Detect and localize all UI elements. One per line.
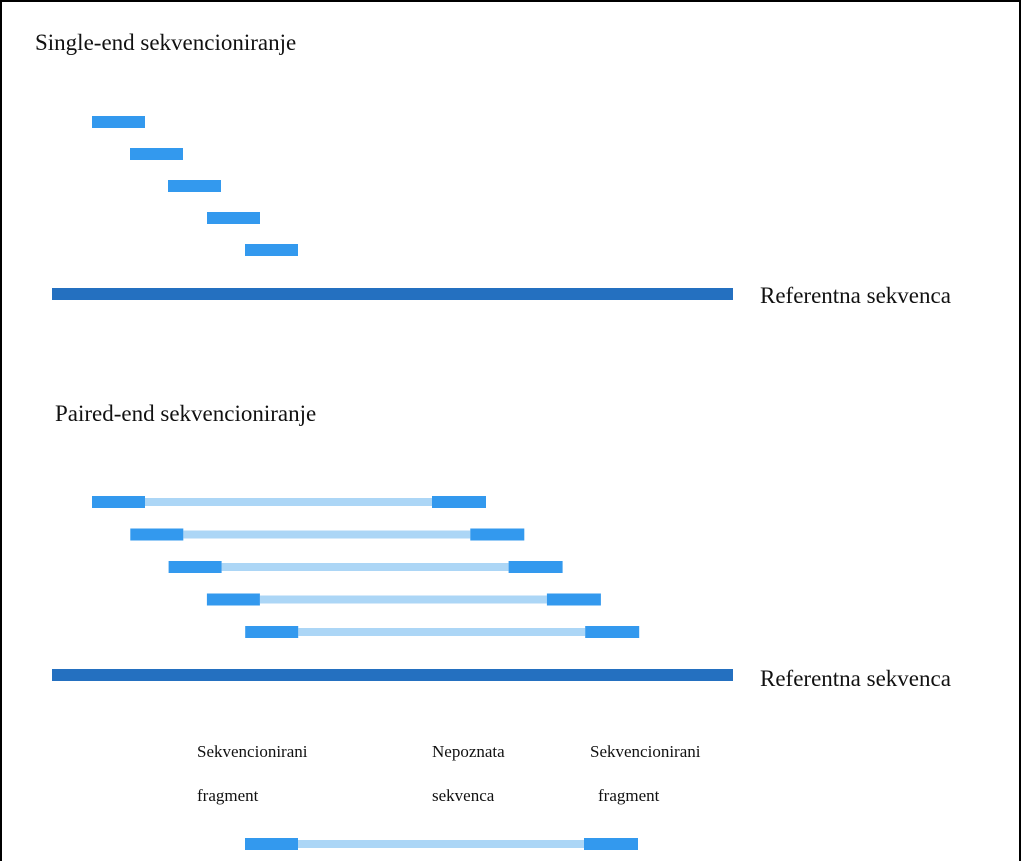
unknown-sequence xyxy=(221,563,509,571)
reference-label: Referentna sekvenca xyxy=(760,283,951,308)
legend-label: Sekvencionirani xyxy=(197,742,308,761)
reference-label: Referentna sekvenca xyxy=(760,666,951,691)
unknown-sequence xyxy=(298,840,584,848)
read xyxy=(245,626,299,638)
read xyxy=(585,626,640,638)
read xyxy=(470,528,525,541)
read xyxy=(245,838,298,850)
read xyxy=(207,212,260,224)
paired-reads xyxy=(92,496,640,638)
section-title: Paired-end sekvencioniranje xyxy=(55,401,316,426)
read xyxy=(432,496,486,508)
legend-label: sekvenca xyxy=(432,786,495,805)
read xyxy=(168,561,222,573)
legend-label: fragment xyxy=(598,786,660,805)
read xyxy=(92,116,145,128)
read xyxy=(206,593,260,606)
section-title: Single-end sekvencioniranje xyxy=(35,30,296,55)
legend: Sekvencionirani fragment Nepoznata sekve… xyxy=(197,742,701,850)
reference-bar xyxy=(52,288,733,300)
read xyxy=(508,561,563,573)
single-reads xyxy=(92,116,298,256)
unknown-sequence xyxy=(145,498,432,506)
read xyxy=(92,496,145,508)
unknown-sequence xyxy=(183,530,471,539)
read xyxy=(546,593,601,606)
unknown-sequence xyxy=(259,595,547,604)
legend-label: Sekvencionirani xyxy=(590,742,701,761)
read xyxy=(584,838,638,850)
unknown-sequence xyxy=(298,628,586,636)
read xyxy=(245,244,298,256)
legend-label: fragment xyxy=(197,786,259,805)
reference-bar xyxy=(52,669,733,681)
read xyxy=(168,180,221,192)
read xyxy=(130,528,184,541)
read xyxy=(130,148,183,160)
legend-label: Nepoznata xyxy=(432,742,505,761)
